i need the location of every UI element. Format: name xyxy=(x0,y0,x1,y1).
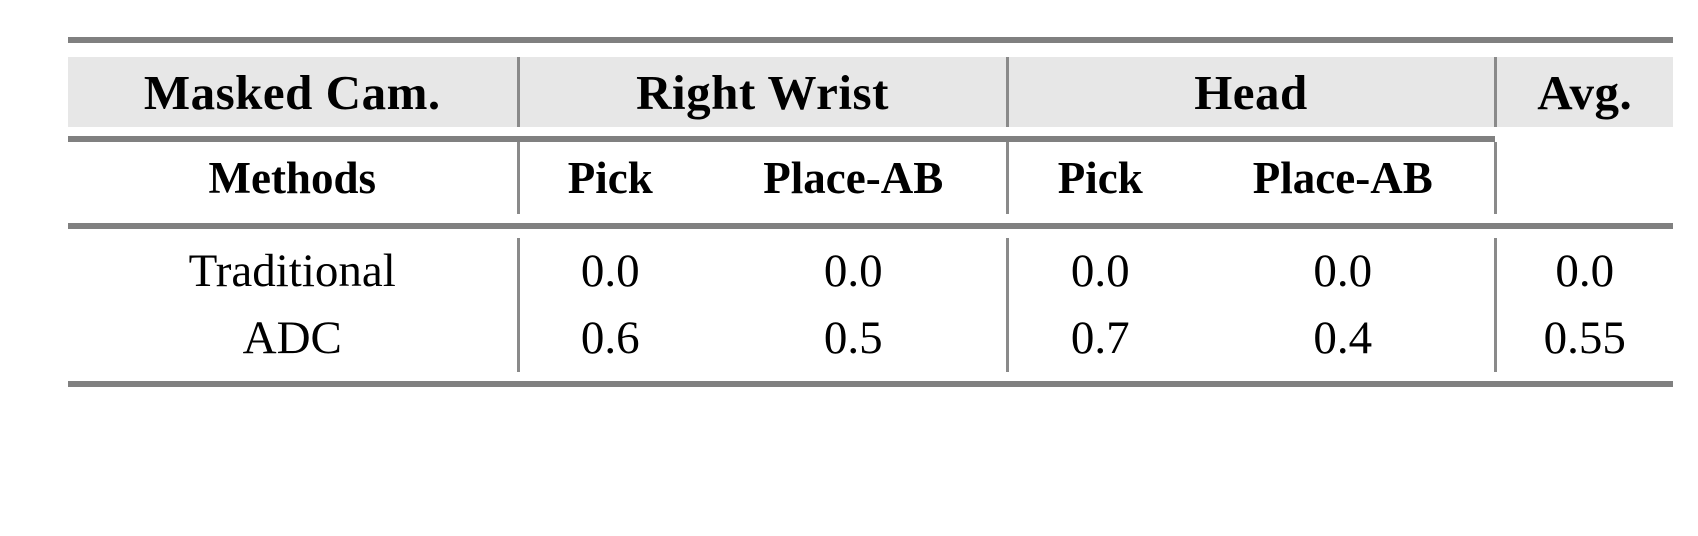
spacer-below-body xyxy=(68,372,1673,381)
table-group-header-row: Masked Cam. Right Wrist Head Avg. xyxy=(68,57,1673,127)
group-header-right-wrist: Right Wrist xyxy=(516,57,1007,127)
rule-cmid xyxy=(68,136,1673,142)
cell-head-place-ab: 0.4 xyxy=(1313,312,1373,364)
cell-method: ADC xyxy=(242,312,342,364)
rule-bottom xyxy=(68,381,1673,387)
cell-method: Traditional xyxy=(188,245,396,297)
column-header-methods: Methods xyxy=(208,152,377,203)
cell-avg: 0.0 xyxy=(1493,238,1673,305)
table-row[interactable]: ADC 0.6 0.5 0.7 0.4 0.55 xyxy=(68,305,1673,372)
column-header-avg-blank xyxy=(1493,142,1673,214)
spacer-below-subheader xyxy=(68,214,1673,223)
column-header-head-place-ab: Place-AB xyxy=(1252,152,1433,203)
spacer-below-group-header xyxy=(68,127,1673,136)
results-table: Masked Cam. Right Wrist Head Avg. Method… xyxy=(68,37,1673,387)
cell-head-pick: 0.0 xyxy=(1005,238,1192,305)
rule-top xyxy=(68,37,1673,43)
table-row[interactable]: Traditional 0.0 0.0 0.0 0.0 0.0 xyxy=(68,238,1673,305)
column-header-head-pick: Pick xyxy=(1005,142,1192,214)
table-subheader-row: Methods Pick Place-AB Pick Place-AB xyxy=(68,142,1673,214)
cell-head-pick: 0.7 xyxy=(1005,305,1192,372)
cell-head-place-ab: 0.0 xyxy=(1313,245,1373,297)
group-header-masked-cam: Masked Cam. xyxy=(68,57,518,127)
cell-right-wrist-place-ab: 0.0 xyxy=(823,245,883,297)
cell-right-wrist-place-ab: 0.5 xyxy=(823,312,883,364)
spacer-above-body xyxy=(68,229,1673,238)
column-header-right-wrist-pick: Pick xyxy=(516,142,701,214)
cell-avg: 0.55 xyxy=(1493,305,1673,372)
cell-right-wrist-pick: 0.6 xyxy=(516,305,701,372)
cell-right-wrist-pick: 0.0 xyxy=(516,238,701,305)
group-header-avg: Avg. xyxy=(1493,57,1673,127)
column-header-right-wrist-place-ab: Place-AB xyxy=(763,152,944,203)
rule-mid xyxy=(68,223,1673,229)
results-table-container: Masked Cam. Right Wrist Head Avg. Method… xyxy=(68,37,1673,387)
spacer-above-group-header xyxy=(68,43,1673,57)
group-header-head: Head xyxy=(1005,57,1495,127)
